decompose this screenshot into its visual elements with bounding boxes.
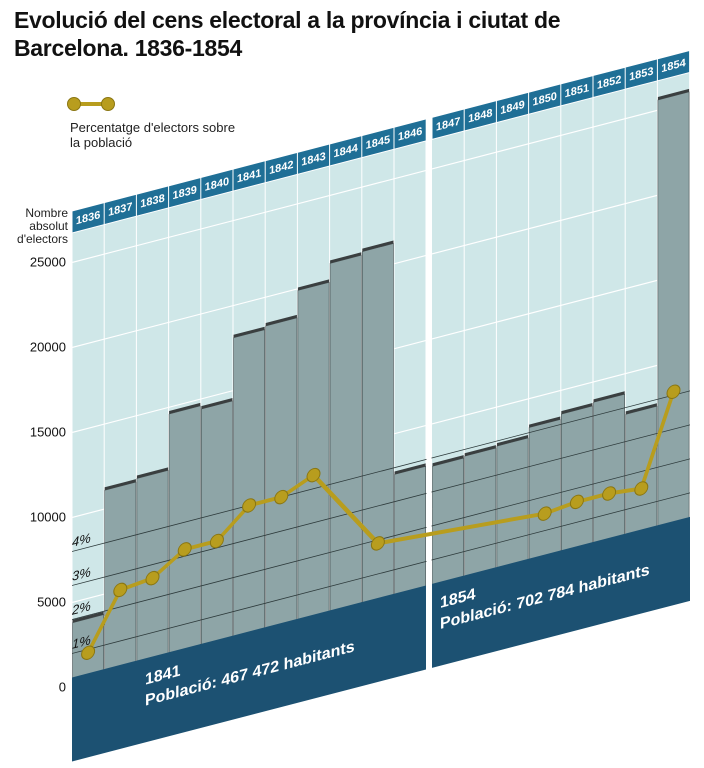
y-tick-label: 25000: [30, 254, 66, 269]
bar-top: [201, 397, 233, 410]
bar: [432, 457, 465, 595]
legend-marker: [67, 97, 81, 111]
population-band: [432, 516, 690, 668]
percent-point: [569, 494, 584, 510]
percent-point: [81, 645, 96, 660]
bar: [625, 405, 658, 544]
year-header: [233, 161, 265, 191]
bar-top: [136, 467, 169, 479]
bar-top: [394, 463, 426, 475]
bar: [265, 317, 298, 638]
year-header: [593, 67, 625, 97]
bar-top: [72, 611, 104, 623]
percent-point: [666, 384, 681, 399]
grid-line: [72, 101, 690, 264]
year-header: [496, 92, 529, 123]
year-header: [104, 194, 136, 224]
year-header: [169, 178, 201, 208]
percent-point: [306, 467, 321, 483]
y2-grid-line: [72, 390, 690, 552]
bar-top: [265, 314, 297, 327]
bar: [329, 254, 362, 621]
bar-top: [297, 279, 330, 291]
bar: [361, 243, 394, 613]
bar-top: [496, 435, 529, 447]
chart-title: Evolució del cens electoral a la provínc…: [14, 7, 561, 61]
bar: [297, 281, 330, 630]
legend-label: Percentatge d'electors sobre la població: [70, 120, 236, 150]
year-header: [72, 203, 104, 233]
bar: [464, 447, 497, 586]
bar-top: [330, 252, 362, 264]
bar-top: [104, 479, 136, 491]
year-header: [394, 119, 426, 149]
y-tick-label: 5000: [37, 594, 66, 609]
bar: [233, 329, 266, 646]
percent-point: [145, 570, 160, 586]
percent-point: [177, 542, 192, 557]
bar-top: [233, 326, 265, 338]
y2-grid-line: [72, 492, 690, 654]
year-header: [625, 59, 657, 89]
bar: [593, 393, 626, 553]
percent-point: [370, 536, 385, 551]
percent-point: [242, 498, 257, 513]
percent-point: [274, 489, 289, 505]
bar-top: [169, 402, 201, 415]
percent-point: [602, 486, 617, 501]
year-header: [362, 127, 394, 158]
percent-point: [537, 506, 552, 521]
bar-top: [561, 402, 593, 415]
y-tick-label: 10000: [30, 509, 66, 524]
percent-point: [634, 481, 649, 496]
bar: [560, 405, 593, 561]
y2-tick-label: 3%: [72, 564, 91, 584]
bar-top: [529, 416, 561, 428]
y-tick-label: 20000: [30, 339, 66, 354]
bar-top: [362, 240, 394, 252]
bar-top: [657, 88, 690, 100]
year-header: [432, 109, 464, 139]
bar: [104, 481, 137, 680]
year-header: [657, 51, 690, 81]
year-header: [136, 186, 169, 216]
year-header: [297, 144, 330, 174]
population-band: [72, 585, 426, 762]
plot: 1836 1837 1838 1839 1840 1841 1842 1843 1844 1845…: [71, 26, 691, 762]
percent-point: [209, 533, 224, 549]
year-header: [561, 76, 593, 106]
bar: [657, 91, 690, 536]
year-header: [330, 136, 362, 166]
y2-tick-label: 4%: [72, 530, 91, 550]
y-tick-label: 15000: [30, 424, 66, 439]
bar-top: [625, 403, 657, 415]
percent-point: [113, 582, 128, 598]
legend-marker: [101, 97, 115, 111]
y-tick-label: 0: [59, 679, 66, 694]
bar-top: [593, 391, 625, 403]
year-header: [265, 153, 297, 183]
y-axis-label: Nombre absolut d'electors: [17, 206, 68, 246]
bar-top: [432, 455, 464, 467]
year-header: [464, 101, 496, 131]
bar-top: [464, 445, 496, 457]
y2-tick-label: 2%: [71, 598, 91, 618]
year-header: [529, 84, 561, 114]
year-header: [201, 169, 233, 199]
